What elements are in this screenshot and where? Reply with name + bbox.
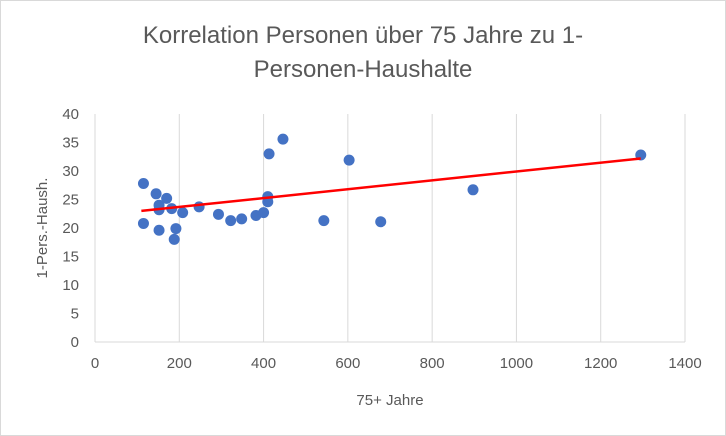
chart-title-line-2: Personen-Haushalte <box>253 56 473 83</box>
y-tick-label-40: 40 <box>62 106 79 123</box>
data-point-23 <box>375 216 387 228</box>
data-point-20 <box>277 133 289 145</box>
x-tick-label-0: 0 <box>91 355 99 372</box>
y-tick-label-25: 25 <box>62 192 79 209</box>
data-point-21 <box>318 215 330 227</box>
data-point-8 <box>168 233 180 245</box>
y-tick-label-0: 0 <box>71 334 79 351</box>
x-tick-label-600: 600 <box>335 355 360 372</box>
data-point-0 <box>137 178 149 190</box>
data-point-6 <box>161 192 173 204</box>
data-point-24 <box>467 184 479 196</box>
data-point-14 <box>236 213 248 225</box>
data-point-9 <box>170 223 182 235</box>
y-tick-label-35: 35 <box>62 135 79 152</box>
trendline <box>141 157 641 213</box>
chart-title: Korrelation Personen über 75 Jahre zu 1-… <box>1 19 725 87</box>
y-tick-label-20: 20 <box>62 220 79 237</box>
x-tick-label-400: 400 <box>251 355 276 372</box>
data-point-19 <box>263 148 275 160</box>
x-tick-label-1400: 1400 <box>668 355 701 372</box>
data-point-16 <box>258 207 270 219</box>
y-tick-label-30: 30 <box>62 163 79 180</box>
chart-title-line-1: Korrelation Personen über 75 Jahre zu 1- <box>142 22 584 49</box>
x-tick-label-1000: 1000 <box>500 355 533 372</box>
y-tick-label-10: 10 <box>62 277 79 294</box>
data-point-10 <box>177 207 189 219</box>
data-point-13 <box>225 215 237 227</box>
data-point-1 <box>137 217 149 229</box>
x-tick-label-200: 200 <box>167 355 192 372</box>
x-tick-label-800: 800 <box>420 355 445 372</box>
data-point-12 <box>212 208 224 220</box>
y-axis-title: 1-Pers.-Haush. <box>34 178 51 279</box>
x-axis-title: 75+ Jahre <box>356 392 423 409</box>
data-point-11 <box>193 201 205 213</box>
data-point-5 <box>153 224 165 236</box>
data-point-22 <box>343 154 355 166</box>
x-tick-label-1200: 1200 <box>584 355 617 372</box>
y-tick-label-15: 15 <box>62 249 79 266</box>
y-tick-label-5: 5 <box>71 306 79 323</box>
data-point-2 <box>150 188 162 200</box>
